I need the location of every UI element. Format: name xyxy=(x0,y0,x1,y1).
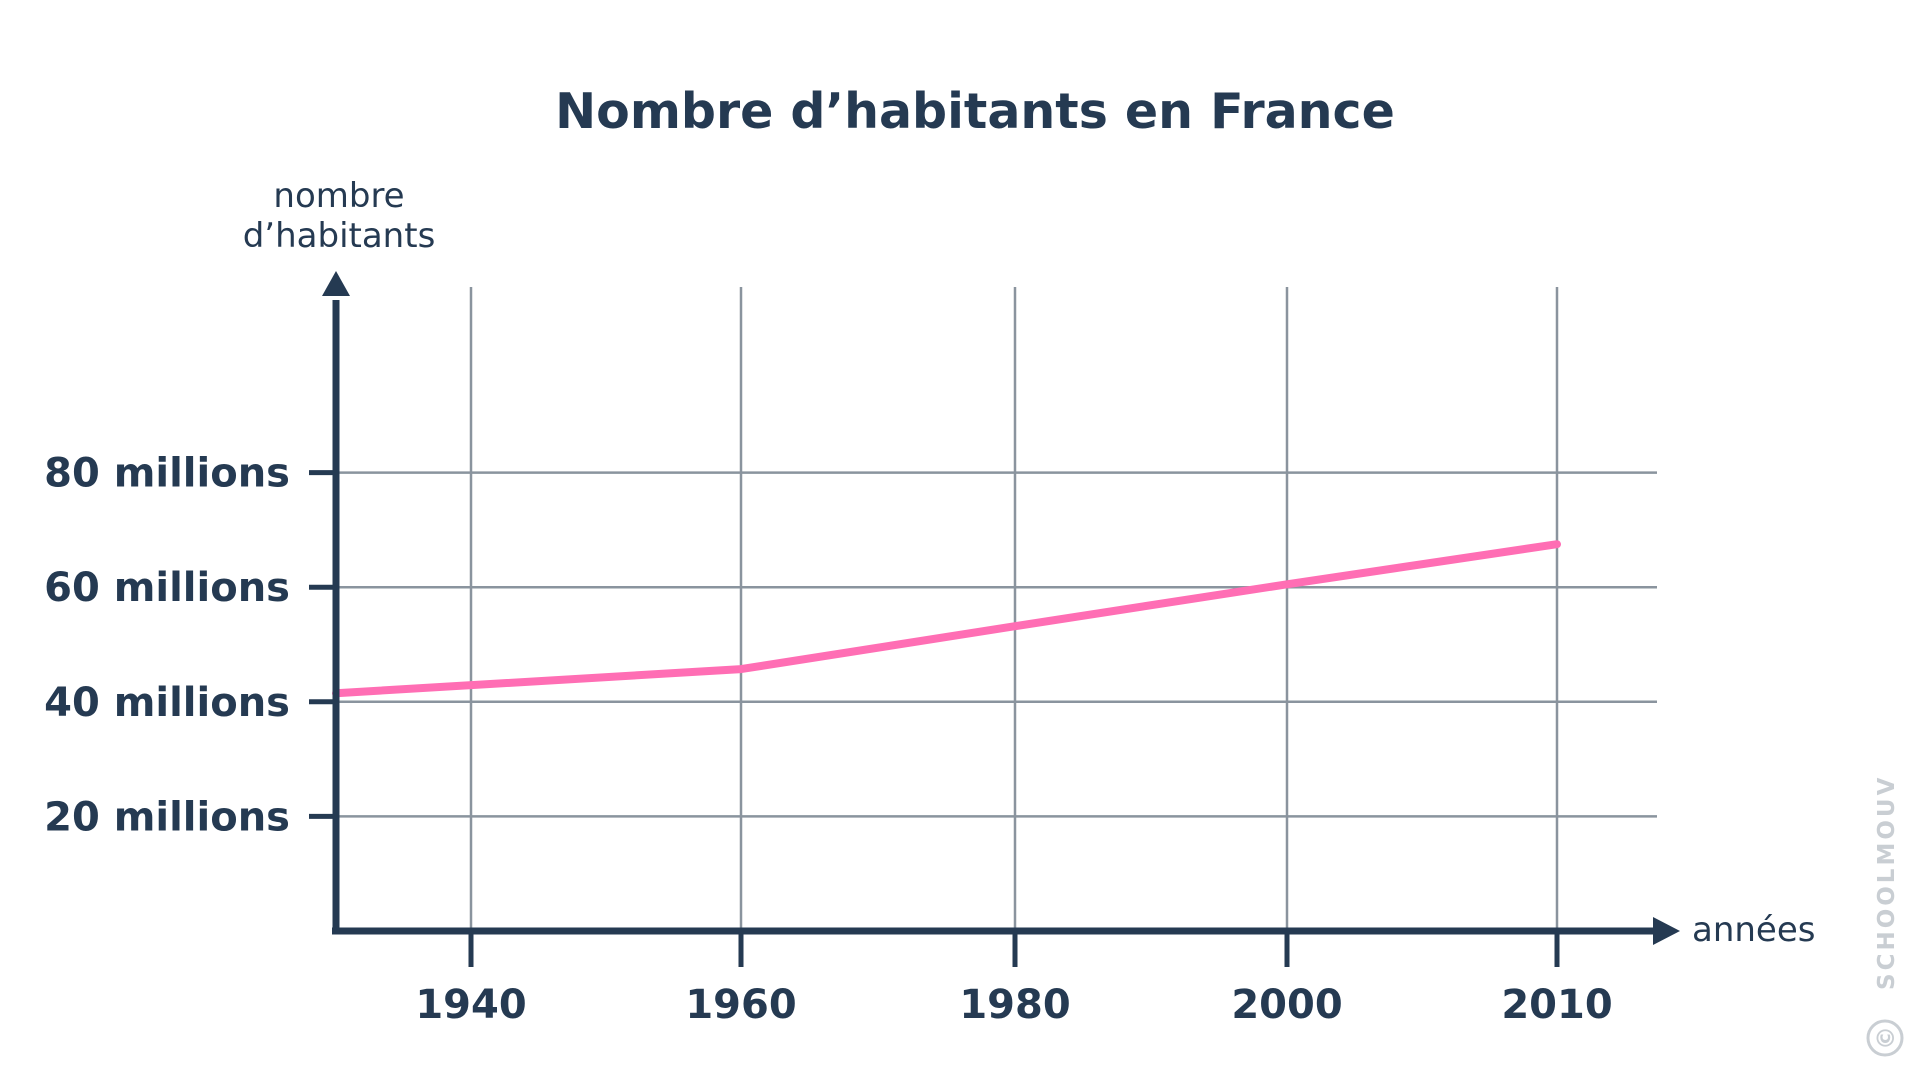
axis-ticks xyxy=(309,470,1560,967)
copyright-symbol: © xyxy=(1872,1026,1900,1050)
grid xyxy=(336,287,1657,931)
y-tick-label-80: 80 millions xyxy=(44,451,290,497)
x-tick-label-1940: 1940 xyxy=(415,982,526,1028)
series-layer xyxy=(332,540,1561,698)
copyright-icon xyxy=(1866,1019,1904,1057)
y-tick-label-40: 40 millions xyxy=(44,680,290,726)
x-axis-label: années xyxy=(1692,910,1815,950)
x-tick-label-2010: 2010 xyxy=(1501,982,1612,1028)
watermark-text: SCHOOLMOUV xyxy=(1874,775,1900,990)
y-axis-label-line-1: nombre xyxy=(273,176,404,216)
series-line-0 xyxy=(332,540,1561,698)
x-tick-label-2000: 2000 xyxy=(1231,982,1342,1028)
x-tick-label-1980: 1980 xyxy=(959,982,1070,1028)
y-axis-label-line-2: d’habitants xyxy=(243,216,436,256)
y-tick-label-60: 60 millions xyxy=(44,565,290,611)
x-axis-arrow xyxy=(1653,917,1680,945)
tick-labels: 20 millions 40 millions 60 millions 80 mill… xyxy=(44,451,1613,1028)
chart-title: Nombre d’habitants en France xyxy=(555,83,1395,140)
watermark: SCHOOLMOUV © xyxy=(1866,775,1904,1057)
y-tick-label-20: 20 millions xyxy=(44,794,290,840)
x-tick-label-1960: 1960 xyxy=(685,982,796,1028)
y-axis-arrow xyxy=(322,271,350,296)
